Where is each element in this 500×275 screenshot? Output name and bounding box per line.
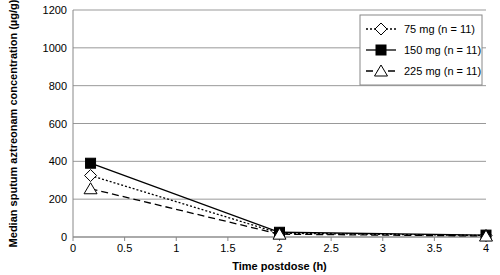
legend-box [360, 15, 482, 85]
series-marker [86, 158, 96, 168]
y-tick-label: 0 [61, 231, 67, 243]
grid-line [73, 161, 486, 162]
x-tick-label: 1.5 [220, 242, 235, 254]
y-tick-label: 1200 [43, 4, 67, 16]
chart: 0 200 400 600 800 1000 1200 0 0.5 1 1.5 2 2.5 3 3.5 4 Ti… [0, 0, 500, 275]
series-marker [274, 227, 286, 239]
x-tick [73, 237, 74, 241]
series-marker [85, 170, 97, 182]
y-axis-title: Median sputum aztreonam concentration (µ… [7, 0, 19, 247]
series-marker [480, 229, 492, 241]
chart-svg: 0 200 400 600 800 1000 1200 0 0.5 1 1.5 2 2.5 3 3.5 4 Ti… [0, 0, 500, 275]
x-tick [124, 237, 125, 241]
y-tick-label: 400 [49, 155, 67, 167]
grid-line [73, 10, 486, 11]
x-tick [382, 237, 383, 241]
y-tick-label: 1000 [43, 42, 67, 54]
x-tick-label: 0 [70, 242, 76, 254]
y-tick-label: 600 [49, 118, 67, 130]
x-tick [331, 237, 332, 241]
x-tick-label: 0.5 [117, 242, 132, 254]
series-marker [84, 183, 97, 194]
x-tick [434, 237, 435, 241]
x-tick-label: 2 [276, 242, 282, 254]
x-tick-label: 4 [483, 242, 489, 254]
x-tick-label: 1 [173, 242, 179, 254]
x-tick-label: 2.5 [323, 242, 338, 254]
legend-label: 225 mg (n = 11) [404, 65, 481, 77]
legend-label: 150 mg (n = 11) [404, 44, 481, 56]
x-tick [176, 237, 177, 241]
x-tick-label: 3.5 [427, 242, 442, 254]
legend-marker [375, 65, 388, 76]
x-axis-title: Time postdose (h) [232, 260, 327, 272]
legend-label: 75 mg (n = 11) [404, 23, 475, 35]
x-tick [227, 237, 228, 241]
y-axis [73, 10, 74, 237]
y-tick-label: 200 [49, 193, 67, 205]
series-marker [480, 230, 493, 241]
x-tick-label: 3 [380, 242, 386, 254]
series-line [91, 163, 486, 235]
legend-marker [376, 45, 386, 55]
legend-marker [375, 23, 387, 35]
legend: 75 mg (n = 11) 150 mg (n = 11) 225 mg (n =… [360, 15, 482, 85]
grid-line [73, 123, 486, 124]
series-line [91, 189, 486, 236]
series-marker [273, 228, 286, 239]
plot-area [84, 158, 492, 241]
y-tick-label: 800 [49, 80, 67, 92]
